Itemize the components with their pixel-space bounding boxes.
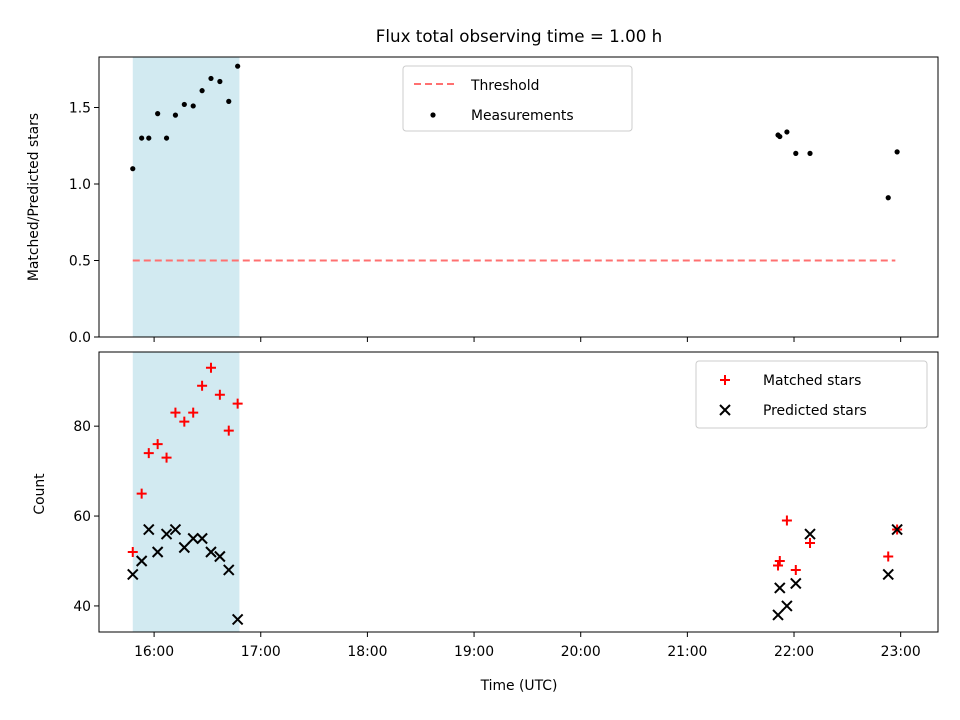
top-y-axis-label: Matched/Predicted stars <box>26 113 42 281</box>
data-point-matched <box>781 515 792 526</box>
data-point-measurement <box>172 112 179 118</box>
y-tick-label: 80 <box>73 419 91 435</box>
data-point-predicted <box>772 609 784 621</box>
data-point-predicted <box>882 568 894 581</box>
x-tick-label: 22:00 <box>774 644 814 660</box>
data-point-measurement <box>226 98 232 104</box>
x-tick-label: 18:00 <box>347 644 387 660</box>
data-point-measurement <box>777 133 783 140</box>
data-point-predicted <box>891 523 903 536</box>
x-tick-label: 17:00 <box>241 644 281 660</box>
data-point-matched <box>161 452 172 463</box>
chart-title: Flux total observing time = 1.00 h <box>376 26 662 46</box>
data-point-predicted <box>781 600 793 612</box>
top-legend: Threshold Measurements <box>402 65 633 132</box>
data-point-matched <box>197 380 208 391</box>
data-point-measurement <box>894 149 900 155</box>
top-panel: 0.0 0.5 1.0 1.5 <box>69 56 939 346</box>
data-point-matched <box>205 362 216 373</box>
highlight-span <box>132 352 240 632</box>
legend-label-measurements: Measurements <box>471 108 574 124</box>
y-tick-label: 1.5 <box>69 100 91 116</box>
x-axis-label: Time (UTC) <box>480 678 558 694</box>
data-point-predicted <box>205 546 217 558</box>
highlight-span <box>132 57 240 337</box>
data-point-measurement <box>199 88 205 94</box>
data-point-predicted <box>160 528 173 540</box>
data-point-matched <box>143 448 154 459</box>
legend-box <box>402 65 633 132</box>
x-tick-label: 20:00 <box>561 644 601 660</box>
data-point-predicted <box>151 546 164 558</box>
data-point-predicted <box>804 528 816 540</box>
data-point-matched <box>170 407 181 418</box>
legend-box <box>695 360 928 429</box>
data-point-matched <box>214 389 225 400</box>
data-point-measurement <box>155 111 161 117</box>
legend-label-matched: Matched stars <box>763 373 861 389</box>
data-point-matched <box>790 564 801 575</box>
data-point-predicted <box>178 541 191 554</box>
data-point-predicted <box>169 523 182 536</box>
data-point-predicted <box>196 532 208 545</box>
data-point-measurement <box>163 135 170 141</box>
legend-swatch-predicted <box>719 404 731 416</box>
data-point-measurement <box>190 103 196 109</box>
data-point-matched <box>805 538 816 549</box>
legend-swatch-matched <box>720 375 730 385</box>
y-tick-label: 1.0 <box>69 177 91 193</box>
y-tick-label: 0.5 <box>69 253 91 269</box>
data-point-predicted <box>187 532 199 545</box>
data-point-matched <box>774 555 785 566</box>
x-tick-label: 21:00 <box>667 644 707 660</box>
data-point-predicted <box>127 568 139 581</box>
legend-label-threshold: Threshold <box>470 78 539 94</box>
data-point-matched <box>179 416 190 427</box>
data-point-predicted <box>143 523 155 536</box>
data-point-measurement <box>139 135 145 141</box>
axes-frame <box>98 56 939 338</box>
data-point-measurement <box>235 63 241 69</box>
y-tick-label: 0.0 <box>69 330 91 346</box>
data-point-matched <box>773 560 784 571</box>
x-tick-label: 16:00 <box>134 644 174 660</box>
x-tick-label: 23:00 <box>881 644 921 660</box>
data-point-matched <box>883 551 894 562</box>
data-point-measurement <box>130 166 136 172</box>
data-point-measurement <box>885 195 891 201</box>
bottom-panel: 40 60 80 16:00 17:00 18:00 19:00 20:00 21:00 22:0… <box>73 351 939 660</box>
data-point-matched <box>152 439 163 450</box>
data-point-measurement <box>784 129 790 135</box>
x-tick-label: 19:00 <box>454 644 494 660</box>
axes-frame <box>98 351 939 633</box>
legend-swatch-measurements <box>430 112 436 118</box>
data-point-predicted <box>214 550 226 563</box>
bottom-y-axis-label: Count <box>32 473 48 515</box>
data-point-measurement <box>146 135 152 141</box>
y-tick-label: 60 <box>73 509 91 525</box>
bottom-legend: Matched stars Predicted stars <box>695 360 928 429</box>
data-point-matched <box>136 488 147 499</box>
data-point-measurement <box>807 150 813 156</box>
data-point-matched <box>188 407 199 418</box>
data-point-measurement <box>181 101 187 108</box>
data-point-matched <box>223 425 234 436</box>
data-point-measurement <box>217 78 223 85</box>
data-point-predicted <box>774 582 786 594</box>
data-point-predicted <box>135 555 148 567</box>
data-point-predicted <box>790 577 802 590</box>
data-point-measurement <box>208 75 214 82</box>
data-point-matched <box>127 547 138 557</box>
data-point-measurement <box>793 150 799 156</box>
data-point-predicted <box>223 564 235 576</box>
y-tick-label: 40 <box>73 599 91 615</box>
legend-label-predicted: Predicted stars <box>763 403 867 419</box>
data-point-matched <box>232 398 243 409</box>
data-point-predicted <box>231 613 244 626</box>
